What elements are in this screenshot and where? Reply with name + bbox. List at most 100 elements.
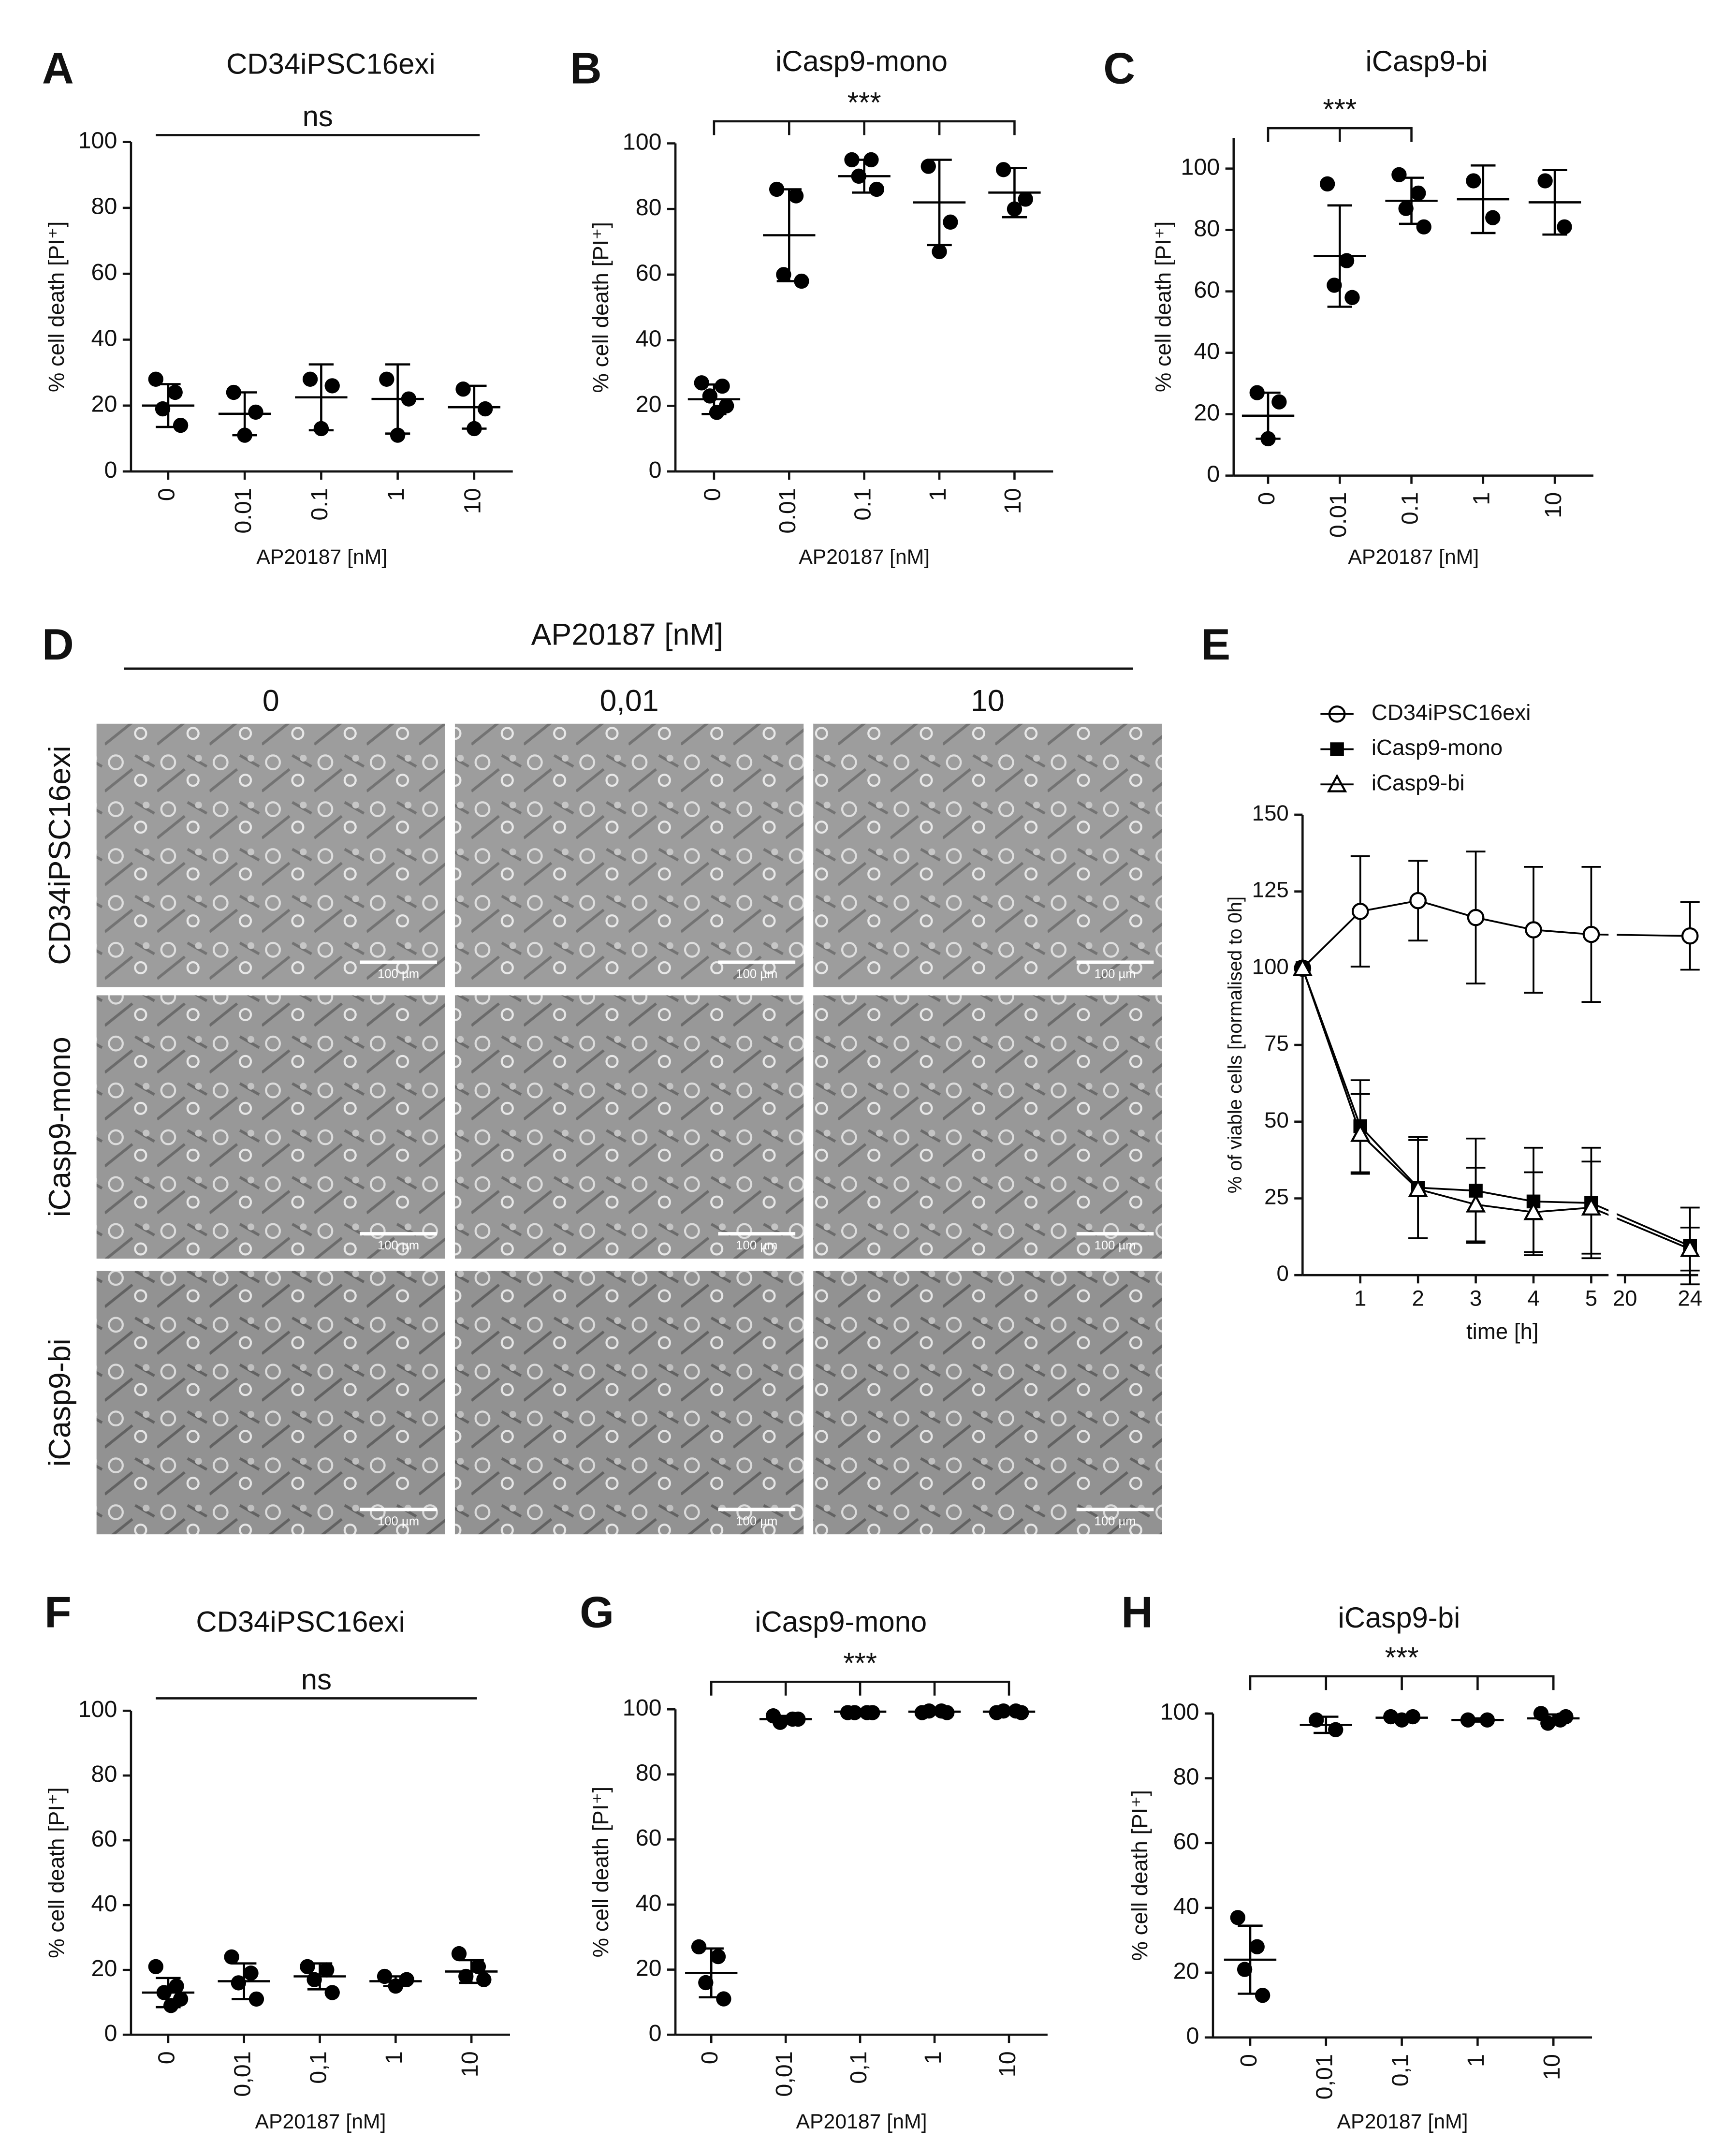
y-tick-label: 40 [636, 1890, 662, 1916]
micrograph [454, 723, 804, 987]
y-tick-label: 80 [636, 1760, 662, 1786]
y-tick-label: 100 [623, 129, 662, 155]
significance-label: *** [847, 86, 881, 118]
data-point [243, 1965, 259, 1981]
error-bar [232, 391, 257, 437]
panel-letter: G [580, 1587, 614, 1637]
data-point [148, 371, 163, 387]
data-point [1327, 278, 1342, 293]
x-axis-label: AP20187 [nM] [256, 545, 387, 569]
x-tick-label: 10 [1000, 488, 1026, 514]
y-tick-label: 25 [1264, 1185, 1289, 1209]
x-tick-label: 4 [1527, 1286, 1539, 1311]
chart-title: iCasp9-bi [1365, 45, 1488, 77]
y-tick-label: 60 [1194, 277, 1220, 303]
micrograph [813, 995, 1162, 1259]
x-tick-label: 3 [1470, 1286, 1482, 1311]
y-tick-label: 100 [1252, 954, 1289, 979]
x-tick-label: 1 [1469, 492, 1495, 505]
x-tick-label: 0.1 [1397, 492, 1423, 525]
x-tick-label: 0.01 [230, 488, 256, 533]
chart-title: iCasp9-mono [755, 1605, 927, 1638]
error-bar [232, 1962, 257, 2000]
data-point [476, 1972, 492, 1987]
legend-label: iCasp9-mono [1372, 735, 1503, 760]
data-point [324, 1985, 340, 2000]
y-tick-label: 0 [649, 2020, 662, 2046]
data-point [995, 162, 1011, 177]
error-bar [1002, 167, 1027, 219]
data-point [932, 244, 947, 260]
data-point [1485, 210, 1501, 225]
error-bar [1465, 1717, 1490, 1723]
error-bar [462, 384, 487, 430]
y-tick-label: 20 [91, 1955, 117, 1981]
y-tick-label: 50 [1264, 1108, 1289, 1132]
scale-bar-label: 100 µm [1095, 1514, 1136, 1528]
data-point [390, 427, 406, 443]
y-tick-label: 100 [1181, 154, 1220, 180]
data-point [1319, 176, 1335, 192]
y-tick-label: 0 [1207, 461, 1220, 487]
error-bar [383, 1975, 409, 1987]
y-tick-label: 60 [91, 1826, 117, 1852]
x-axis-label: AP20187 [nM] [1348, 545, 1479, 569]
panel-letter: A [42, 44, 74, 93]
x-tick-label: 0.01 [1325, 492, 1351, 538]
x-tick-label: 1 [1463, 2054, 1489, 2067]
x-tick-label: 2 [1412, 1286, 1424, 1311]
x-tick-label: 0 [697, 2051, 723, 2064]
y-tick-label: 40 [91, 325, 117, 351]
micrograph [813, 723, 1162, 987]
column-label: 0 [263, 684, 279, 718]
y-axis-label: % cell death [PI⁺] [44, 1787, 69, 1958]
y-tick-label: 20 [1194, 399, 1220, 425]
y-axis-label: % cell death [PI⁺] [588, 222, 613, 393]
scale-bar-label: 100 µm [736, 1239, 777, 1252]
data-point [1525, 921, 1542, 939]
scale-bar-label: 100 µm [378, 1514, 419, 1528]
data-point [1292, 957, 1313, 976]
data-point [248, 404, 263, 420]
y-tick-label: 80 [636, 194, 662, 220]
significance-bracket [710, 1680, 1010, 1696]
significance-bracket [713, 120, 1016, 135]
scale-bar-label: 100 µm [736, 967, 777, 981]
data-point [148, 1959, 163, 1975]
data-point [1230, 1910, 1246, 1925]
x-tick-label: 24 [1678, 1286, 1702, 1311]
data-point [231, 1975, 247, 1991]
y-tick-label: 20 [636, 1955, 662, 1981]
legend-label: iCasp9-bi [1372, 770, 1465, 795]
data-point [920, 159, 936, 174]
data-point [702, 388, 718, 404]
panel-letter: E [1201, 620, 1230, 669]
y-tick-label: 0 [649, 457, 662, 483]
error-bar [1314, 1716, 1339, 1734]
data-point [1018, 191, 1033, 207]
significance-bracket [1249, 1675, 1555, 1690]
data-point [1350, 1123, 1371, 1142]
x-tick-label: 0 [1236, 2054, 1262, 2067]
panel-letter: H [1121, 1587, 1153, 1637]
error-bar [927, 159, 952, 247]
error-bar [156, 383, 181, 428]
x-axis-label: time [h] [1466, 1319, 1539, 1344]
x-axis-label: AP20187 [nM] [796, 2110, 927, 2133]
y-tick-label: 60 [636, 1825, 662, 1851]
data-point [1237, 1962, 1253, 1977]
data-point [1465, 1194, 1486, 1213]
scale-bar-label: 100 µm [736, 1514, 777, 1528]
y-tick-label: 40 [636, 325, 662, 352]
x-tick-label: 0,01 [771, 2051, 797, 2097]
data-point [1582, 925, 1600, 943]
data-point [709, 405, 725, 420]
y-tick-label: 20 [1173, 1958, 1199, 1984]
y-tick-label: 80 [1194, 215, 1220, 241]
data-point [300, 1959, 315, 1975]
micrograph-panel: D AP20187 [nM] 0 0,01 10 CD34iPSC16exi 100 µm 1… [42, 618, 1162, 1535]
data-point [1344, 290, 1360, 305]
x-tick-label: 10 [460, 488, 486, 514]
data-point [869, 181, 885, 197]
